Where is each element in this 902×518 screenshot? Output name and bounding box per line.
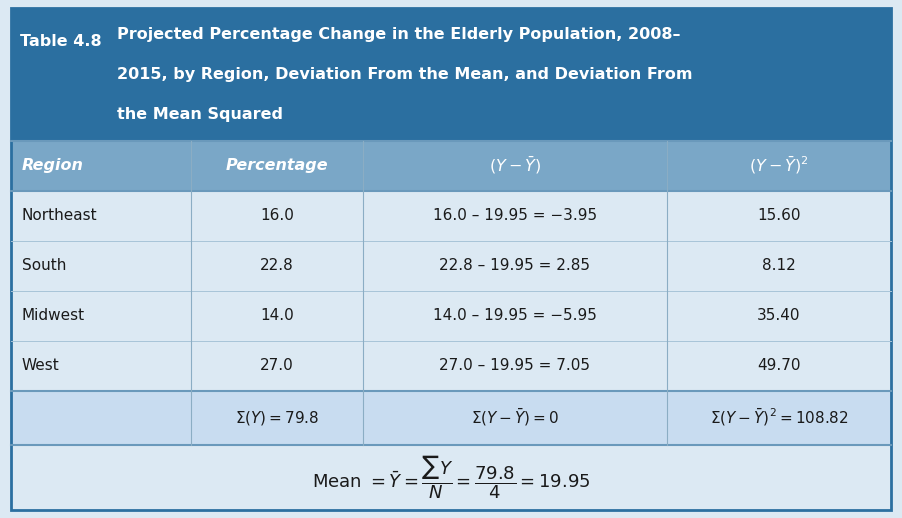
Text: 27.0 – 19.95 = 7.05: 27.0 – 19.95 = 7.05 <box>439 358 590 373</box>
Bar <box>11 291 891 341</box>
Text: 14.0: 14.0 <box>261 308 294 323</box>
Text: Mean $= \bar{Y} = \dfrac{\sum Y}{N} = \dfrac{79.8}{4} = 19.95$: Mean $= \bar{Y} = \dfrac{\sum Y}{N} = \d… <box>312 454 590 501</box>
Text: $\Sigma(Y - \bar{Y}) = 0$: $\Sigma(Y - \bar{Y}) = 0$ <box>471 407 559 428</box>
Text: $\Sigma(Y - \bar{Y})^2 = 108.82$: $\Sigma(Y - \bar{Y})^2 = 108.82$ <box>710 407 848 428</box>
Text: the Mean Squared: the Mean Squared <box>116 107 282 122</box>
Text: 2015, by Region, Deviation From the Mean, and Deviation From: 2015, by Region, Deviation From the Mean… <box>116 67 692 82</box>
Text: $(Y - \bar{Y})$: $(Y - \bar{Y})$ <box>489 155 541 177</box>
Bar <box>11 445 891 510</box>
Text: West: West <box>22 358 60 373</box>
Text: South: South <box>22 258 66 274</box>
Text: 16.0: 16.0 <box>260 208 294 223</box>
Text: 16.0 – 19.95 = −3.95: 16.0 – 19.95 = −3.95 <box>433 208 597 223</box>
Bar <box>11 341 891 391</box>
Text: Percentage: Percentage <box>226 159 328 174</box>
Bar <box>11 8 891 141</box>
Text: Northeast: Northeast <box>22 208 97 223</box>
Text: 35.40: 35.40 <box>757 308 801 323</box>
Text: Projected Percentage Change in the Elderly Population, 2008–: Projected Percentage Change in the Elder… <box>116 27 680 42</box>
Text: 49.70: 49.70 <box>757 358 801 373</box>
Bar <box>11 191 891 241</box>
Text: Midwest: Midwest <box>22 308 85 323</box>
Text: 8.12: 8.12 <box>762 258 796 274</box>
Bar <box>11 241 891 291</box>
Bar <box>11 141 891 191</box>
Text: 15.60: 15.60 <box>757 208 801 223</box>
Text: Region: Region <box>22 159 84 174</box>
Text: 22.8: 22.8 <box>261 258 294 274</box>
Bar <box>11 391 891 445</box>
Text: $(Y - \bar{Y})^2$: $(Y - \bar{Y})^2$ <box>749 155 809 177</box>
Text: Table 4.8: Table 4.8 <box>20 34 101 49</box>
Text: $\Sigma(Y) = 79.8$: $\Sigma(Y) = 79.8$ <box>235 409 319 427</box>
Text: 14.0 – 19.95 = −5.95: 14.0 – 19.95 = −5.95 <box>433 308 597 323</box>
Text: 27.0: 27.0 <box>261 358 294 373</box>
Text: 22.8 – 19.95 = 2.85: 22.8 – 19.95 = 2.85 <box>439 258 590 274</box>
